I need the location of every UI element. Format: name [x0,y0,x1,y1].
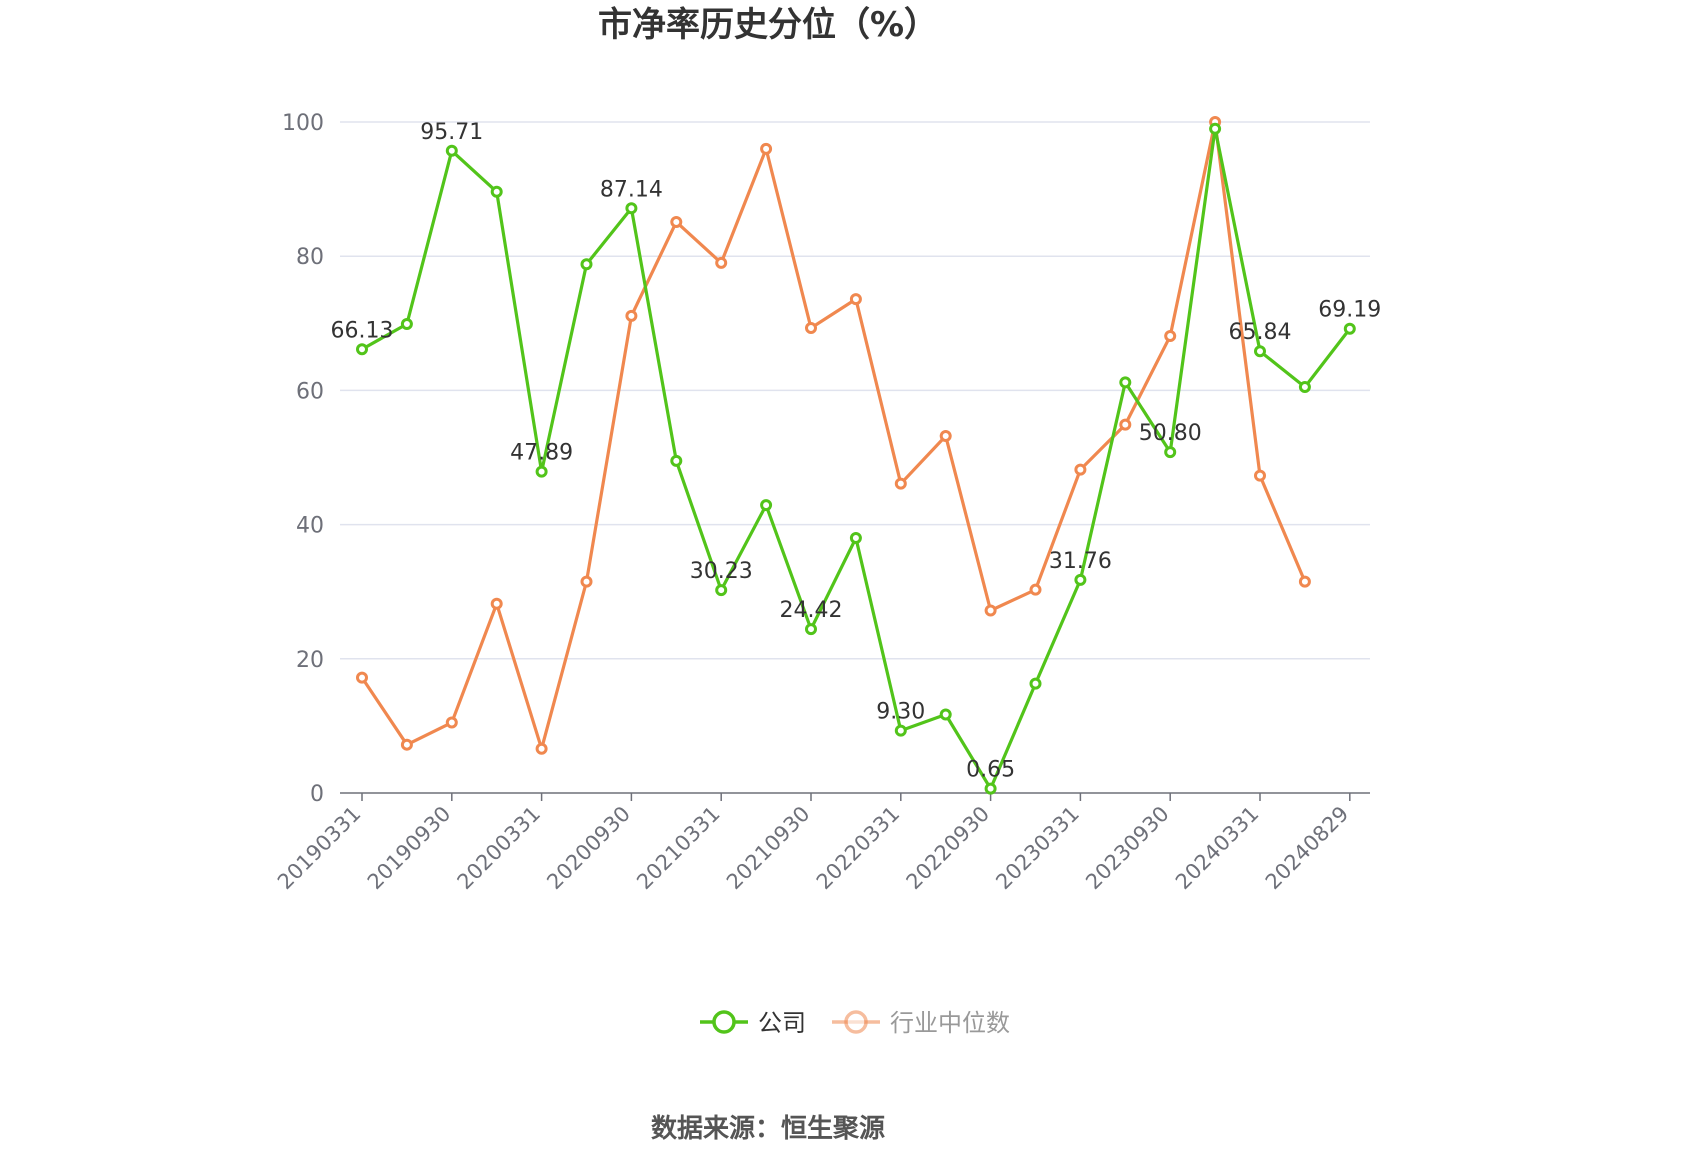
y-tick-label: 40 [296,514,324,539]
data-point [984,604,997,617]
data-point [715,256,728,269]
y-tick-label: 60 [296,379,324,404]
data-point [805,321,817,334]
series-line-1 [360,120,1307,751]
series-layer [356,116,1356,795]
data-point [670,454,683,467]
legend-label-0: 公司 [758,1009,806,1037]
data-point [625,202,638,215]
data-point [1029,583,1042,596]
data-label: 66.13 [331,318,394,343]
x-tick-label: 20220331 [812,802,905,895]
data-point [1074,573,1087,586]
x-tick-label: 20210331 [632,802,725,895]
data-label: 50.80 [1139,421,1202,446]
data-label: 31.76 [1049,549,1112,574]
data-point [1298,381,1311,394]
y-tick-label: 20 [296,648,324,673]
x-tick-label: 20200930 [542,802,635,895]
x-tick-label: 20200331 [453,802,546,895]
chart-title: 市净率历史分位（%） [598,5,938,45]
y-axis: 0 20 40 60 80 100 [282,111,324,807]
data-point [984,782,997,795]
y-tick-label: 80 [296,245,324,270]
data-point [1343,322,1356,335]
data-label: 95.71 [420,120,483,145]
data-point [849,293,862,306]
data-point [760,142,773,155]
data-point [1164,330,1177,343]
x-axis: 2019033120190930202003312020093020210331… [273,792,1370,895]
data-point [400,738,413,751]
x-tick-label: 20210930 [722,802,815,895]
data-label: 30.23 [690,559,753,584]
x-tick-label: 20230331 [991,802,1084,895]
data-point [715,584,728,597]
x-tick-label: 20220930 [902,802,995,895]
data-label: 69.19 [1318,298,1381,323]
data-point [1119,418,1132,431]
data-point [939,430,952,443]
data-point [1209,122,1222,135]
legend: 公司 行业中位数 [700,1009,1010,1037]
x-tick-label: 20230930 [1081,802,1174,895]
data-point [1029,677,1042,690]
data-point [625,309,638,322]
data-point [535,742,548,755]
data-point [939,708,952,721]
data-label: 24.42 [780,598,843,623]
data-point [1254,345,1266,358]
source-note: 数据来源：恒生聚源 [651,1114,885,1144]
data-point [670,215,683,228]
data-point [849,532,862,545]
x-tick-label: 20190331 [273,802,366,895]
data-point [356,671,368,684]
legend-marker-0 [712,1010,736,1034]
legend-marker-1 [844,1010,868,1034]
data-point [580,575,593,588]
data-point [894,724,907,737]
data-label: 0.65 [966,758,1015,783]
grid-lines [340,121,1370,660]
data-point [445,716,458,729]
data-point [894,477,907,490]
x-tick-label: 20240829 [1261,802,1354,895]
data-labels: 66.13 95.71 47.89 87.14 30.23 24.42 9.30 0.65 31… [331,120,1382,783]
data-point [356,343,368,356]
data-label: 47.89 [510,441,573,466]
data-point [1164,446,1177,459]
data-point [805,623,817,636]
data-point [1119,376,1132,389]
legend-label-1: 行业中位数 [890,1009,1010,1037]
x-tick-label: 20190930 [363,802,456,895]
data-label: 9.30 [876,700,925,725]
data-point [535,465,548,478]
data-point [760,499,773,512]
data-label: 65.84 [1229,320,1292,345]
data-point [1074,463,1087,476]
x-tick-label: 20240331 [1171,802,1264,895]
data-point [490,185,503,198]
data-label: 87.14 [600,177,663,202]
data-point [1254,469,1266,482]
data-point [445,144,458,157]
data-point [580,258,593,271]
y-tick-label: 100 [282,111,324,136]
data-point [490,597,503,610]
y-tick-label: 0 [310,782,324,807]
data-point [400,317,413,330]
data-point [1298,575,1311,588]
